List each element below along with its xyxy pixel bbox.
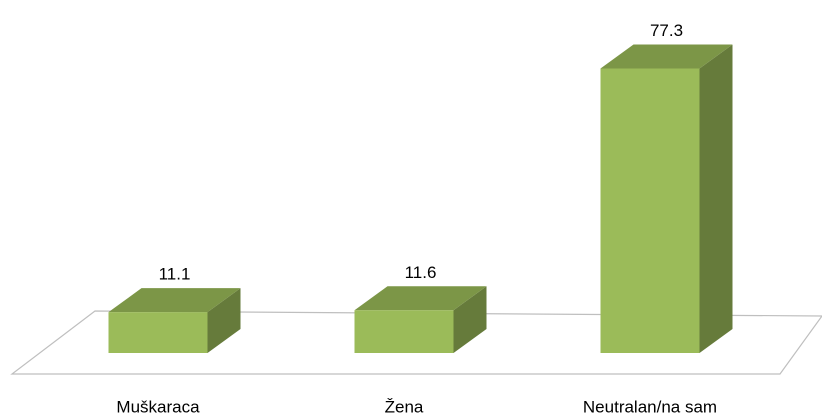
data-label: 11.6 xyxy=(405,263,437,282)
x-tick-label: Žena xyxy=(385,397,424,416)
x-tick-label: Muškaraca xyxy=(116,397,200,416)
bar xyxy=(600,44,733,353)
bar-side xyxy=(453,286,487,353)
bar xyxy=(108,288,241,353)
data-label: 11.1 xyxy=(159,265,191,284)
bar-top xyxy=(108,288,241,313)
floor xyxy=(10,310,822,375)
bar-front xyxy=(600,68,700,353)
data-label: 77.3 xyxy=(650,21,683,40)
x-tick-label: Neutralan/na sam xyxy=(583,397,717,416)
bar xyxy=(354,286,487,353)
bar-top xyxy=(600,44,733,69)
bar-side xyxy=(207,288,241,353)
bar-top xyxy=(354,286,487,311)
bar-front xyxy=(108,312,208,353)
bar-front xyxy=(354,310,454,353)
bar-side xyxy=(699,44,733,353)
